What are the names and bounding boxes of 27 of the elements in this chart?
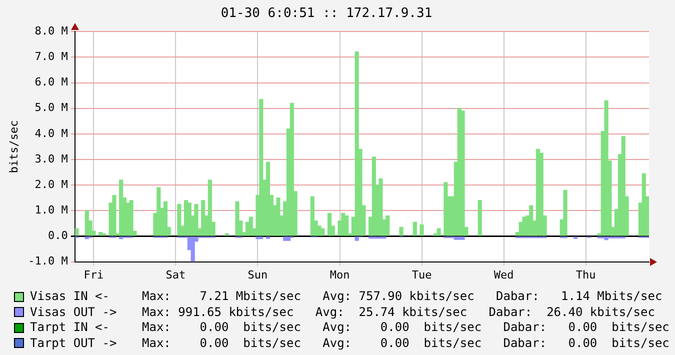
y-tick-label: 1.0 M [34,204,68,217]
y-tick-label: 2.0 M [34,178,68,191]
x-tick-label: Fri [84,268,104,282]
y-tick-label: -1.0 M [28,254,68,268]
x-tick-label: Mon [330,268,350,282]
text: Max: 0.00 bits/sec Avg: 0.00 bits/sec Dabar: 0.00 bits/sec [142,336,670,351]
y-tick-label: 5.0 M [34,101,68,114]
x-tick-label: Sun [248,268,268,282]
y-axis-title: bits/sec [7,120,20,174]
chart-title: 01-30 6:0:51 :: 172.17.9.31 [220,6,432,22]
y-tick-label: 3.0 M [34,152,68,166]
y-tick-label: 4.0 M [34,126,68,140]
y-tick-label: 0.0 [48,229,68,242]
text: Max: 0.00 bits/sec Avg: 0.00 bits/sec Dabar: 0.00 bits/sec [142,320,670,336]
legend-label: Tarpt OUT -> [30,336,118,351]
x-tick-label: Sat [166,268,186,282]
x-tick-label: Wed [494,268,514,282]
y-tick-label: 6.0 M [34,76,68,89]
text: Max: 991.65 kbits/sec Avg: 25.74 kbits/sec Dabar: 26.40 kbits/sec [142,304,655,320]
text: Max: 7.21 Mbits/sec Avg: 757.90 kbits/sec Dabar: 1.14 Mbits/sec [142,289,662,304]
y-tick-label: 7.0 M [34,50,68,64]
legend-label: Visas OUT -> [30,304,118,320]
y-tick-label: 8.0 M [34,24,68,38]
legend-label: Tarpt IN <- [30,320,110,336]
x-tick-label: Thu [576,268,596,282]
legend-label: Visas IN <- [30,289,110,304]
x-tick-label: Tue [412,268,432,282]
